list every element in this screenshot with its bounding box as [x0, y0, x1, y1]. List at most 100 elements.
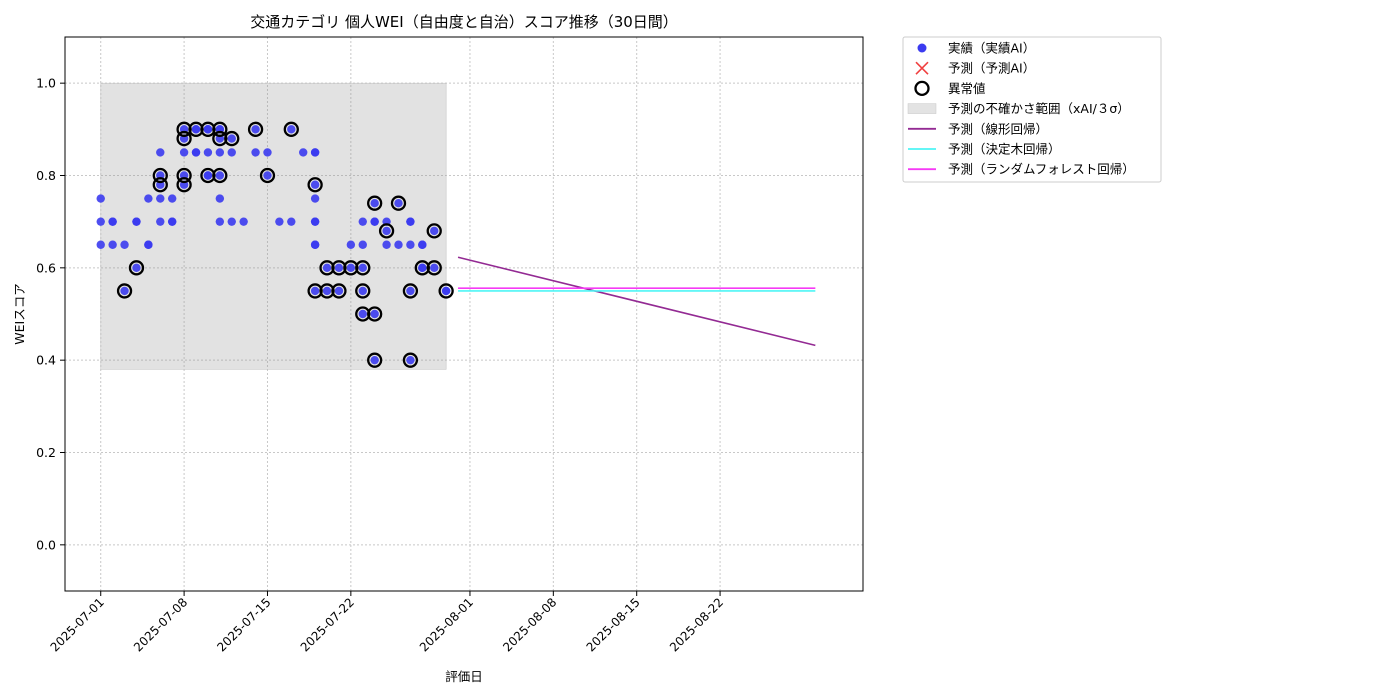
actual-point — [358, 309, 367, 319]
actual-point — [310, 217, 320, 226]
actual-point — [215, 171, 225, 180]
anomaly-marker — [224, 130, 240, 147]
actual-point — [96, 240, 105, 249]
anomaly-marker — [367, 195, 383, 211]
actual-point — [120, 286, 129, 296]
actual-point — [96, 194, 105, 203]
actual-point — [441, 286, 451, 296]
actual-point — [406, 217, 415, 226]
prediction-line — [457, 256, 816, 347]
actual-point — [96, 217, 105, 226]
plot-frame — [64, 36, 864, 592]
actual-point — [263, 171, 272, 180]
actual-point — [346, 240, 356, 249]
actual-point — [299, 148, 308, 157]
actual-point — [144, 194, 153, 203]
actual-point — [215, 148, 225, 157]
actual-point — [310, 194, 320, 203]
anomaly-marker — [367, 352, 383, 368]
y-axis-label: WEIスコア — [12, 283, 27, 344]
grid — [65, 37, 863, 591]
actual-point — [310, 240, 320, 249]
legend-label: 予測の不確かさ範囲（xAI/３σ） — [948, 101, 1130, 116]
actual-point — [287, 217, 296, 226]
actual-point — [394, 199, 403, 208]
actual-point — [108, 217, 117, 226]
actual-point — [418, 240, 427, 249]
actual-point — [370, 199, 379, 208]
anomaly-marker — [212, 121, 228, 137]
actual-point — [370, 217, 379, 226]
anomaly-marker — [128, 260, 145, 276]
anomaly-marker — [176, 130, 192, 147]
actual-point — [108, 240, 117, 249]
actual-point — [251, 125, 260, 134]
actual-point — [167, 194, 177, 203]
y-tick-label: 0.8 — [36, 168, 56, 183]
anomaly-marker — [367, 306, 383, 322]
anomaly-marker — [426, 223, 442, 239]
legend-frame — [902, 36, 1162, 183]
legend-swatch-cross — [915, 61, 929, 75]
actual-point — [215, 217, 225, 226]
uncertainty-band-layer — [100, 82, 447, 370]
legend-label: 実績（実績AI） — [948, 41, 1035, 56]
actual-point — [370, 355, 379, 365]
actual-point — [322, 263, 332, 273]
actual-point — [310, 148, 320, 157]
actual-point — [310, 180, 320, 189]
anomaly-marker — [402, 283, 419, 299]
anomaly-marker — [402, 352, 419, 368]
actual-point — [430, 263, 439, 273]
actual-point — [263, 148, 272, 157]
actual-point — [132, 263, 141, 273]
actual-point — [156, 217, 165, 226]
actual-point — [394, 240, 403, 249]
legend-item: 予測（決定木回帰） — [908, 142, 1061, 157]
actual-point — [334, 263, 344, 273]
anomaly-marker — [176, 177, 192, 193]
actual-point — [156, 194, 165, 203]
prediction-lines — [457, 256, 816, 347]
actual-point — [406, 355, 415, 365]
anomaly-marker — [331, 283, 347, 299]
actual-point — [334, 286, 344, 296]
y-axis-ticks: 0.0 0.2 0.4 0.6 0.8 1.0 — [36, 76, 65, 552]
actual-points — [96, 125, 451, 365]
anomaly-marker — [355, 283, 371, 299]
actual-point — [120, 240, 129, 249]
anomaly-marker — [307, 177, 323, 193]
actual-point — [382, 240, 391, 249]
legend-swatch-ring — [914, 80, 930, 97]
actual-point — [358, 217, 367, 226]
actual-point — [251, 148, 260, 157]
anomaly-marker — [259, 167, 276, 184]
actual-point — [358, 286, 367, 296]
actual-point — [156, 148, 165, 157]
actual-point — [132, 217, 141, 226]
anomaly-marker — [247, 121, 264, 137]
actual-point — [203, 148, 213, 157]
legend-label: 予測（予測AI） — [948, 61, 1035, 76]
y-tick-label: 0.2 — [36, 445, 56, 460]
uncertainty-band — [100, 82, 447, 370]
actual-point — [310, 286, 320, 296]
y-tick-label: 1.0 — [36, 76, 56, 91]
actual-point — [382, 226, 391, 236]
anomaly-marker — [212, 167, 228, 184]
actual-point — [191, 125, 201, 134]
legend-item: 予測（ランダムフォレスト回帰） — [908, 162, 1135, 177]
actual-point — [215, 194, 225, 203]
actual-point — [406, 286, 415, 296]
legend-swatch-point — [917, 43, 927, 53]
legend-label: 予測（線形回帰） — [948, 121, 1048, 136]
actual-point — [406, 240, 415, 249]
actual-point — [179, 148, 189, 157]
y-tick-label: 0.4 — [36, 353, 56, 368]
actual-point — [287, 125, 296, 134]
legend-label: 予測（決定木回帰） — [948, 142, 1061, 157]
y-tick-label: 0.0 — [36, 537, 56, 552]
